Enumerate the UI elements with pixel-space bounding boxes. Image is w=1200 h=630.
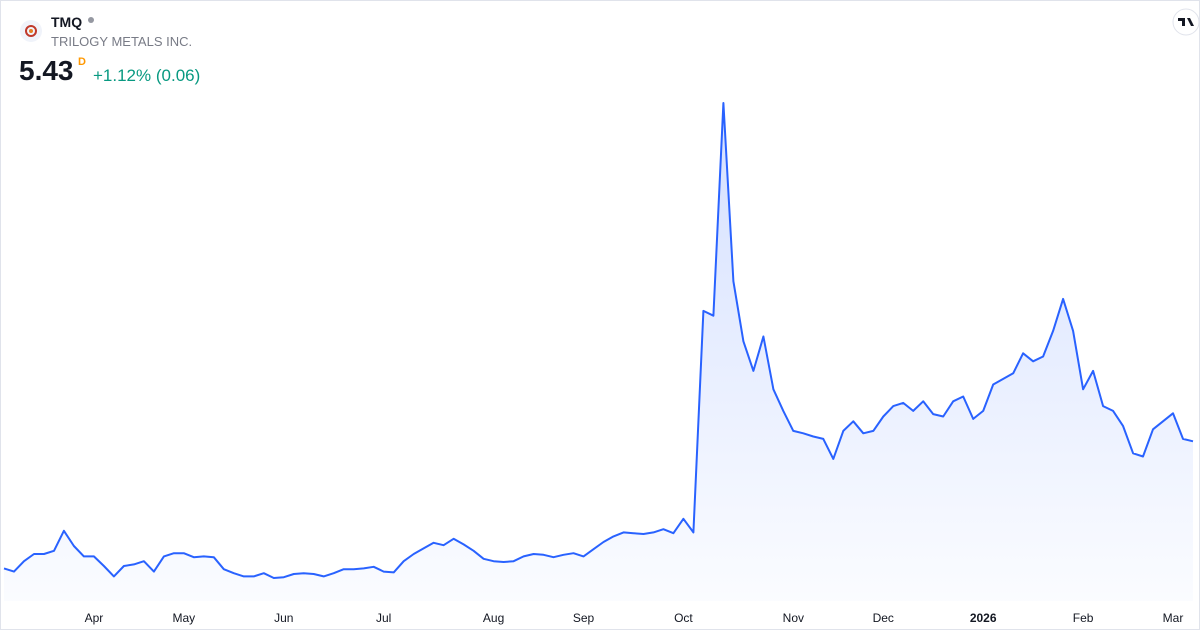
status-dot xyxy=(88,17,94,23)
company-name: TRILOGY METALS INC. xyxy=(51,34,193,49)
x-tick-label: Dec xyxy=(873,611,894,625)
x-tick-label: May xyxy=(173,611,196,625)
x-tick-label: Sep xyxy=(573,611,595,625)
x-tick-label: Jul xyxy=(376,611,391,625)
x-tick-label: Jun xyxy=(274,611,293,625)
x-tick-label: Nov xyxy=(783,611,804,625)
x-tick-label: Aug xyxy=(483,611,504,625)
change: +1.12% (0.06) xyxy=(93,66,201,85)
price: 5.43 xyxy=(19,55,74,86)
tv-logo[interactable] xyxy=(1172,8,1199,36)
logo xyxy=(20,20,42,42)
x-tick-label: Apr xyxy=(85,611,104,625)
interval: D xyxy=(78,56,86,68)
price-line xyxy=(3,102,1194,579)
symbol: TMQ xyxy=(51,14,83,30)
x-tick-label: Feb xyxy=(1073,611,1094,625)
x-tick-label: Oct xyxy=(674,611,693,625)
area-fill xyxy=(4,103,1193,601)
x-tick-label: Mar xyxy=(1163,611,1184,625)
x-tick-label: 2026 xyxy=(970,611,997,625)
